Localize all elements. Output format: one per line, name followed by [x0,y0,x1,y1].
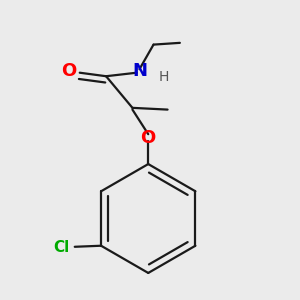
Text: O: O [61,62,76,80]
Text: O: O [141,129,156,147]
Text: N: N [132,62,147,80]
Text: Cl: Cl [53,240,70,255]
Text: H: H [159,70,169,84]
